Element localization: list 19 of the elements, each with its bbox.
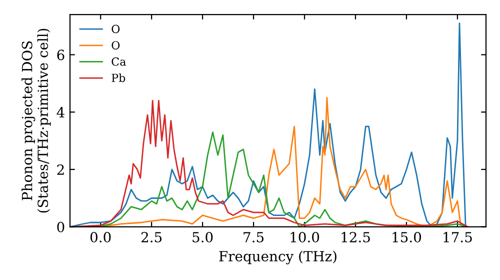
x-tick-label: 12.5	[342, 232, 370, 242]
x-tick-label: 17.5	[444, 232, 472, 242]
x-tick-label: 0.0	[90, 232, 111, 242]
y-tick-label: 0	[57, 222, 64, 232]
x-tick-label: 2.5	[141, 232, 162, 242]
x-tick-label: 10.0	[290, 232, 320, 242]
y-tick-label: 6	[57, 50, 64, 60]
legend-label: Pb	[112, 73, 126, 82]
x-tick-label: 15.0	[392, 232, 422, 242]
x-axis-title: Frequency (THz)	[219, 250, 336, 264]
legend-label: O	[112, 24, 120, 34]
x-tick-label: 7.5	[244, 232, 264, 242]
legend-label: O	[112, 41, 120, 50]
line-series	[70, 22, 466, 227]
x-tick-label: 5.0	[192, 232, 213, 242]
y-axis-title: Phonon projected DOS (States/THz·primitive cell)	[22, 28, 51, 213]
y-tick-label: 2	[57, 164, 64, 175]
legend-label: Ca	[112, 57, 126, 66]
y-tick-label: 4	[56, 107, 64, 118]
